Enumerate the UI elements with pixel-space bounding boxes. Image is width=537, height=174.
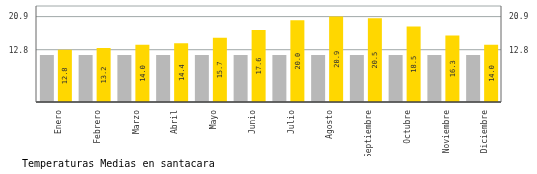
svg-text:12.8: 12.8 xyxy=(9,46,28,55)
svg-text:18.5: 18.5 xyxy=(410,56,418,73)
svg-text:20.9: 20.9 xyxy=(333,51,341,68)
svg-text:Abril: Abril xyxy=(170,110,179,134)
svg-text:12.8: 12.8 xyxy=(61,67,69,84)
svg-text:12.8: 12.8 xyxy=(509,46,528,55)
svg-text:20.9: 20.9 xyxy=(509,12,528,21)
svg-text:Septiembre: Septiembre xyxy=(364,110,373,156)
svg-text:13.2: 13.2 xyxy=(100,67,108,84)
svg-text:20.9: 20.9 xyxy=(9,12,28,21)
svg-text:Junio: Junio xyxy=(248,110,257,134)
svg-text:Julio: Julio xyxy=(287,110,296,134)
svg-text:Noviembre: Noviembre xyxy=(442,110,451,154)
svg-text:Marzo: Marzo xyxy=(132,110,141,134)
svg-text:14.0: 14.0 xyxy=(488,65,496,82)
svg-text:15.7: 15.7 xyxy=(216,62,224,79)
svg-text:17.6: 17.6 xyxy=(255,58,263,75)
svg-text:14.4: 14.4 xyxy=(178,64,186,81)
svg-text:16.3: 16.3 xyxy=(449,60,457,77)
svg-text:Febrero: Febrero xyxy=(93,110,102,144)
svg-text:Enero: Enero xyxy=(54,110,63,134)
svg-text:20.5: 20.5 xyxy=(371,52,379,69)
html-text:Temperaturas Medias en santaca: Temperaturas Medias en santacara xyxy=(22,158,215,169)
svg-text:Mayo: Mayo xyxy=(209,110,218,129)
svg-text:Agosto: Agosto xyxy=(325,110,334,139)
svg-text:Octubre: Octubre xyxy=(403,110,412,144)
svg-text:Diciembre: Diciembre xyxy=(480,110,489,154)
svg-text:14.0: 14.0 xyxy=(139,65,147,82)
svg-text:20.0: 20.0 xyxy=(294,53,302,70)
